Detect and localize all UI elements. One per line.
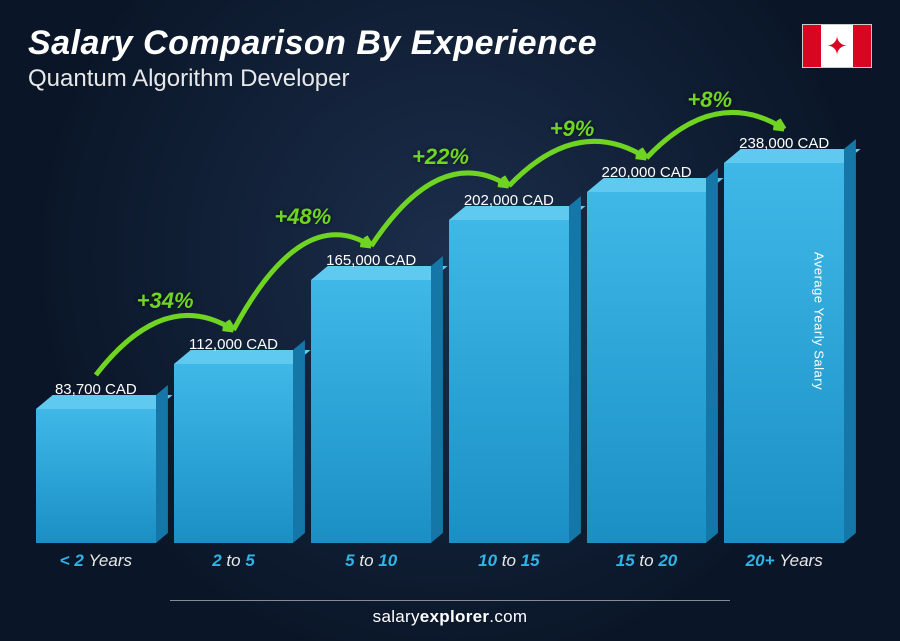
- bar-value-label: 238,000 CAD: [739, 135, 829, 152]
- maple-leaf-icon: ✦: [826, 33, 848, 59]
- x-label-2: 5 to 10: [311, 551, 431, 571]
- bar-front-face: [449, 220, 569, 543]
- footer-divider: [170, 600, 730, 601]
- x-label-5: 20+ Years: [724, 551, 844, 571]
- bar-3: 202,000 CAD: [449, 220, 569, 543]
- bar-4: 220,000 CAD: [587, 192, 707, 543]
- bar-value-label: 202,000 CAD: [464, 192, 554, 209]
- footer-brand: salaryexplorer.com: [373, 607, 528, 627]
- bar-group-4: 220,000 CAD: [587, 192, 707, 543]
- bar-group-1: 112,000 CAD: [174, 364, 294, 543]
- flag-stripe-left: [803, 25, 821, 67]
- flag-stripe-right: [853, 25, 871, 67]
- bar-front-face: [36, 409, 156, 543]
- page-subtitle: Quantum Algorithm Developer: [28, 65, 597, 93]
- title-block: Salary Comparison By Experience Quantum …: [28, 24, 597, 93]
- footer: salaryexplorer.com: [0, 600, 900, 627]
- flag-center: ✦: [821, 25, 853, 67]
- bars-container: 83,700 CAD112,000 CAD165,000 CAD202,000 …: [28, 110, 852, 543]
- bar-value-label: 112,000 CAD: [189, 336, 278, 353]
- bar-2: 165,000 CAD: [311, 280, 431, 543]
- bar-1: 112,000 CAD: [174, 364, 294, 543]
- x-label-0: < 2 Years: [36, 551, 156, 571]
- page-title: Salary Comparison By Experience: [28, 24, 597, 63]
- bar-side-face: [706, 168, 718, 543]
- brand-bold: explorer: [420, 607, 490, 626]
- x-label-4: 15 to 20: [587, 551, 707, 571]
- bar-side-face: [844, 139, 856, 543]
- bar-side-face: [431, 256, 443, 543]
- brand-thin: salary: [373, 607, 420, 626]
- bar-side-face: [293, 340, 305, 543]
- canada-flag-icon: ✦: [802, 24, 872, 68]
- bar-front-face: [174, 364, 294, 543]
- bar-side-face: [569, 196, 581, 543]
- x-label-3: 10 to 15: [449, 551, 569, 571]
- bar-group-2: 165,000 CAD: [311, 280, 431, 543]
- bar-value-label: 220,000 CAD: [601, 164, 691, 181]
- chart-area: 83,700 CAD112,000 CAD165,000 CAD202,000 …: [28, 110, 852, 571]
- bar-value-label: 83,700 CAD: [55, 381, 137, 398]
- bar-group-3: 202,000 CAD: [449, 220, 569, 543]
- header: Salary Comparison By Experience Quantum …: [28, 24, 872, 93]
- y-axis-label: Average Yearly Salary: [811, 251, 826, 389]
- bar-group-0: 83,700 CAD: [36, 409, 156, 543]
- container: Salary Comparison By Experience Quantum …: [0, 0, 900, 641]
- bar-0: 83,700 CAD: [36, 409, 156, 543]
- bar-front-face: [587, 192, 707, 543]
- bar-value-label: 165,000 CAD: [326, 252, 416, 269]
- bar-side-face: [156, 385, 168, 543]
- brand-suffix: .com: [489, 607, 527, 626]
- x-label-1: 2 to 5: [174, 551, 294, 571]
- bar-front-face: [311, 280, 431, 543]
- x-labels-row: < 2 Years 2 to 5 5 to 10 10 to 15 15 to 20 20…: [28, 551, 852, 571]
